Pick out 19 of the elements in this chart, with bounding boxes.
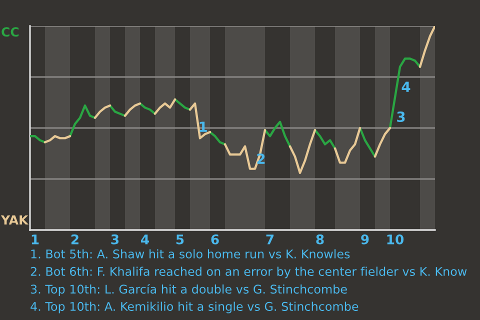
- x-tick-label: 2: [71, 234, 78, 244]
- text: 2. Bot 6th: F. Khalifa reached on an error by the center fielder vs K. Know: [30, 266, 467, 278]
- x-tick-label: 4: [141, 234, 149, 244]
- x-tick-label: 8: [316, 234, 324, 244]
- text: CC: [2, 27, 19, 37]
- x-tick-label: 1: [32, 234, 39, 244]
- text: 3. Top 10th: L. García hit a double vs G. Stinchcombe: [30, 284, 347, 296]
- x-tick-label: 9: [361, 234, 369, 244]
- text: YAK: [0, 215, 29, 224]
- annotation: 3: [397, 112, 405, 122]
- text: 4. Top 10th: A. Kemikilio hit a single vs G. Stinchcombe: [30, 302, 358, 314]
- x-tick-label: 6: [211, 234, 219, 244]
- x-tick-label: 10: [387, 234, 404, 244]
- text: 1. Bot 5th: A. Shaw hit a solo home run vs K. Knowles: [31, 249, 350, 258]
- annotation: 4: [402, 82, 410, 92]
- x-tick-label: 5: [176, 234, 184, 244]
- annotation: 1: [200, 122, 207, 132]
- x-tick-label: 3: [111, 234, 119, 244]
- x-tick-label: 7: [266, 234, 274, 244]
